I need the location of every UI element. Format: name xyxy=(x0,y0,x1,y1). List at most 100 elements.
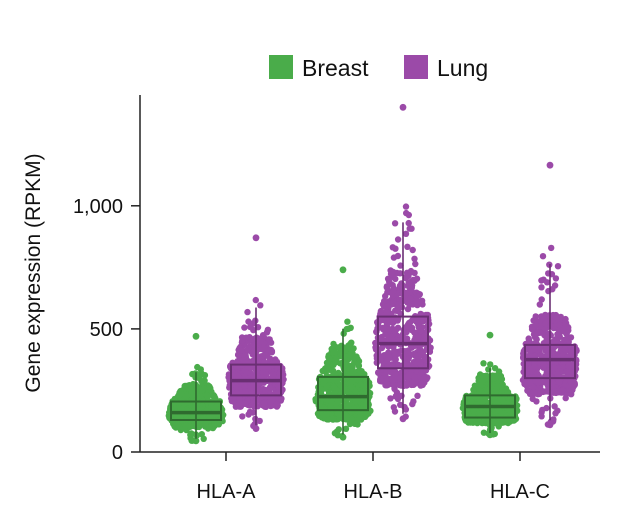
data-point-breast-hla-c xyxy=(467,398,475,405)
data-point-lung-hla-c xyxy=(533,370,541,377)
data-point-lung-hla-a xyxy=(242,400,249,407)
data-point-lung-hla-a xyxy=(270,371,277,378)
data-point-lung-hla-b xyxy=(397,262,404,269)
data-point-lung-hla-b xyxy=(411,255,418,262)
data-point-lung-hla-a xyxy=(275,383,282,390)
data-point-breast-hla-b xyxy=(322,376,329,383)
data-point-breast-hla-a xyxy=(196,404,203,411)
data-point-lung-hla-b xyxy=(396,270,404,277)
data-point-lung-hla-a xyxy=(266,336,273,343)
min-point-lung-hla-a xyxy=(252,425,260,432)
data-point-lung-hla-a xyxy=(263,329,271,336)
data-point-lung-hla-c xyxy=(562,394,569,402)
data-point-lung-hla-a xyxy=(243,334,250,341)
legend-label-lung: Lung xyxy=(437,55,488,81)
data-point-lung-hla-a xyxy=(242,388,249,395)
data-point-lung-hla-b xyxy=(394,252,402,260)
data-point-lung-hla-c xyxy=(533,398,540,405)
data-point-breast-hla-b xyxy=(347,366,355,374)
data-point-lung-hla-c xyxy=(556,321,563,329)
data-point-lung-hla-c xyxy=(551,282,559,289)
box-breast-hla-b xyxy=(317,375,369,412)
data-point-lung-hla-c xyxy=(561,346,568,353)
data-point-breast-hla-c xyxy=(490,397,498,404)
data-point-lung-hla-b xyxy=(409,246,416,254)
data-point-lung-hla-a xyxy=(268,402,275,409)
data-point-lung-hla-c xyxy=(538,284,545,291)
data-point-lung-hla-c xyxy=(563,330,570,337)
max-point-lung-hla-a xyxy=(252,234,260,242)
data-point-lung-hla-b xyxy=(413,297,421,304)
data-point-lung-hla-a xyxy=(270,395,277,402)
data-point-lung-hla-a xyxy=(268,349,276,356)
data-point-lung-hla-b xyxy=(384,357,391,364)
data-point-lung-hla-c xyxy=(549,344,556,351)
data-point-lung-hla-c xyxy=(533,329,541,336)
box-lung-hla-c xyxy=(524,343,576,380)
x-tick-label: HLA-C xyxy=(490,481,550,503)
data-point-breast-hla-c xyxy=(500,399,508,407)
data-point-lung-hla-b xyxy=(387,395,394,402)
data-point-lung-hla-b xyxy=(381,297,388,305)
data-point-lung-hla-a xyxy=(247,369,254,377)
data-point-breast-hla-b xyxy=(333,377,341,384)
min-point-breast-hla-a xyxy=(192,437,200,445)
data-point-lung-hla-b xyxy=(394,317,401,324)
y-tick-label: 500 xyxy=(90,319,123,341)
data-point-lung-hla-a xyxy=(233,389,240,396)
data-point-lung-hla-b xyxy=(392,326,400,333)
data-point-breast-hla-b xyxy=(334,432,341,439)
data-point-breast-hla-b xyxy=(332,349,339,356)
data-point-lung-hla-c xyxy=(537,352,545,359)
data-point-lung-hla-c xyxy=(525,335,532,342)
data-point-breast-hla-b xyxy=(346,352,353,359)
data-point-lung-hla-c xyxy=(554,370,561,377)
data-point-lung-hla-b xyxy=(413,275,421,282)
data-point-lung-hla-b xyxy=(383,377,390,385)
data-point-breast-hla-a xyxy=(187,431,194,438)
max-point-breast-hla-b xyxy=(339,266,347,274)
data-point-breast-hla-a xyxy=(199,386,206,394)
data-point-lung-hla-b xyxy=(377,307,385,315)
data-point-breast-hla-a xyxy=(198,378,205,385)
data-point-lung-hla-b xyxy=(383,308,390,315)
data-point-lung-hla-b xyxy=(375,369,382,376)
data-point-lung-hla-c xyxy=(552,275,560,282)
data-point-breast-hla-b xyxy=(360,388,368,396)
data-point-lung-hla-b xyxy=(389,268,397,276)
y-axis-title: Gene expression (RPKM) xyxy=(22,153,45,392)
data-point-lung-hla-b xyxy=(372,339,379,347)
data-point-lung-hla-b xyxy=(414,333,422,340)
data-point-breast-hla-a xyxy=(200,435,207,442)
legend-label-breast: Breast xyxy=(302,55,369,81)
data-point-lung-hla-c xyxy=(549,382,557,390)
data-point-lung-hla-a xyxy=(278,395,285,402)
data-point-breast-hla-c xyxy=(498,376,506,383)
data-point-lung-hla-b xyxy=(414,392,421,399)
data-point-lung-hla-c xyxy=(538,277,545,284)
data-point-breast-hla-b xyxy=(347,324,354,331)
data-point-lung-hla-b xyxy=(416,291,423,298)
data-point-lung-hla-a xyxy=(247,323,254,331)
data-point-lung-hla-a xyxy=(257,337,264,345)
data-point-lung-hla-a xyxy=(266,355,273,362)
data-point-lung-hla-b xyxy=(417,328,424,335)
data-point-lung-hla-c xyxy=(539,253,547,260)
data-point-breast-hla-a xyxy=(189,370,196,378)
data-point-lung-hla-b xyxy=(384,289,391,296)
data-point-breast-hla-c xyxy=(470,407,477,415)
data-point-lung-hla-b xyxy=(392,393,399,400)
data-point-lung-hla-b xyxy=(402,203,410,210)
data-point-lung-hla-b xyxy=(402,406,410,413)
data-point-lung-hla-a xyxy=(252,296,259,304)
data-point-breast-hla-b xyxy=(348,378,356,385)
data-point-lung-hla-c xyxy=(554,263,562,270)
data-point-lung-hla-c xyxy=(529,383,537,391)
data-point-breast-hla-c xyxy=(507,393,515,400)
data-point-breast-hla-c xyxy=(483,386,490,393)
data-point-breast-hla-b xyxy=(323,359,331,366)
data-point-breast-hla-b xyxy=(363,410,370,418)
data-point-lung-hla-a xyxy=(239,413,246,420)
data-point-lung-hla-b xyxy=(411,374,418,381)
max-point-lung-hla-c xyxy=(546,161,554,169)
